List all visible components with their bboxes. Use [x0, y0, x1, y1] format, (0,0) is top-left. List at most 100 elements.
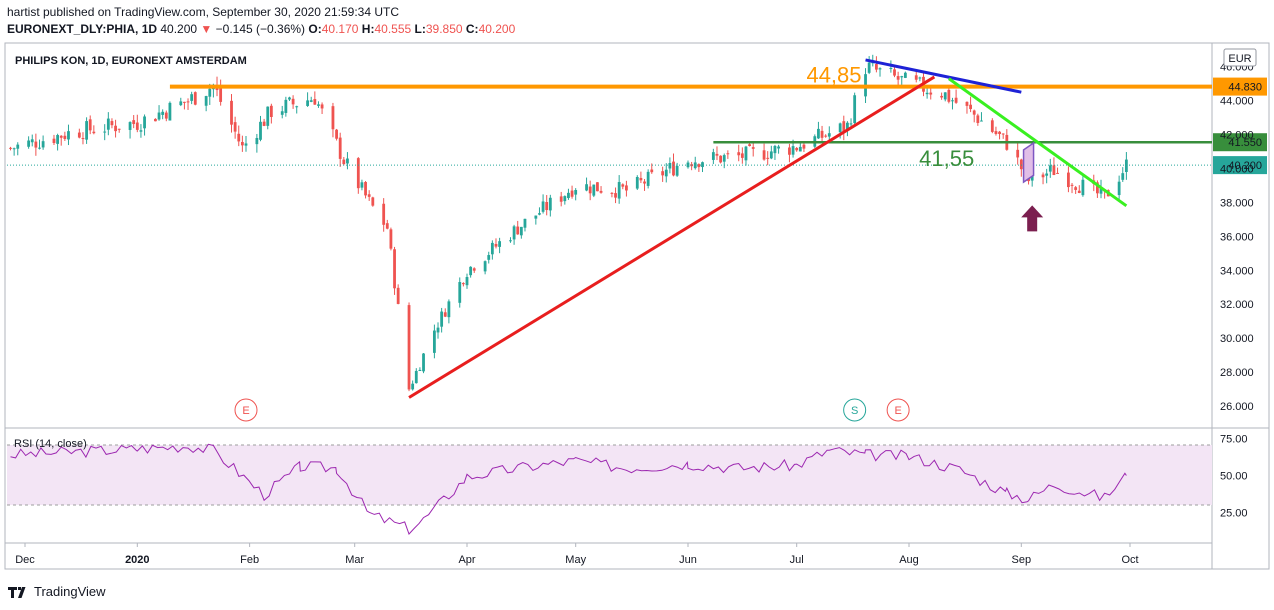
candle-body: [519, 226, 523, 236]
candle-body: [335, 129, 338, 139]
candle-body: [255, 137, 259, 145]
symbol-label: EURONEXT_DLY:PHIA, 1D: [7, 22, 158, 36]
candle-body: [903, 72, 907, 78]
candle-body: [132, 120, 136, 125]
candle-body: [331, 106, 335, 130]
candle-body: [773, 145, 777, 154]
candle-body: [614, 193, 617, 198]
candle-body: [309, 100, 313, 102]
candle-body: [1124, 159, 1128, 172]
candle-body: [585, 184, 588, 191]
time-tick-label: Apr: [458, 554, 475, 566]
candle-body: [432, 330, 436, 353]
candle-body: [1117, 181, 1121, 196]
candle-body: [1095, 182, 1099, 194]
price-tick-label: 36.000: [1220, 231, 1254, 243]
candle-body: [356, 158, 360, 189]
brand-label: TradingView: [34, 584, 106, 599]
candle-body: [791, 146, 795, 155]
price-tick-label: 28.000: [1220, 367, 1254, 379]
candle-body: [190, 94, 194, 101]
candle-body: [1099, 187, 1103, 194]
rsi-tick-label: 50.00: [1220, 471, 1248, 483]
candle-body: [143, 116, 146, 129]
candle-body: [106, 118, 110, 130]
rsi-title: RSI (14, close): [14, 438, 87, 450]
candle-body: [16, 144, 20, 149]
candle-body: [371, 197, 375, 206]
candle-body: [599, 190, 603, 193]
candle-body: [168, 102, 172, 121]
candle-body: [740, 153, 744, 158]
currency-label: EUR: [1228, 53, 1251, 65]
price-tick-label: 32.000: [1220, 299, 1254, 311]
candle-body: [103, 131, 107, 133]
candle-body: [230, 100, 233, 125]
candles: [9, 54, 1128, 392]
candle-body: [38, 147, 41, 149]
candle-body: [385, 223, 389, 229]
candle-body: [469, 266, 473, 276]
candle-body: [980, 120, 983, 122]
low-value: 39.850: [425, 22, 463, 36]
candle-body: [951, 100, 954, 102]
candle-body: [92, 131, 96, 134]
candle-body: [1045, 173, 1049, 176]
time-tick-label: May: [565, 554, 586, 566]
time-tick-label: Jun: [679, 554, 697, 566]
candle-body: [824, 135, 828, 137]
chart-frame: [4, 42, 1270, 570]
candle-body: [643, 181, 646, 184]
rsi-pane: [10, 443, 1127, 535]
candle-body: [559, 196, 563, 202]
uptrend-line: [408, 75, 936, 399]
candle-body: [81, 138, 85, 140]
candle-body: [769, 151, 773, 159]
candle-body: [874, 64, 878, 70]
candle-body: [853, 95, 857, 124]
candle-body: [154, 118, 157, 122]
candle-body: [1052, 165, 1056, 176]
candle-body: [748, 144, 751, 147]
candle-body: [534, 215, 538, 219]
downtrend-line-blue: [865, 58, 1022, 94]
last-price-tag-box: [1213, 156, 1267, 175]
candle-body: [472, 268, 476, 271]
candle-body: [262, 121, 266, 126]
level-annotation-41-55: 41,55: [919, 146, 974, 171]
symbol-ohlc-line: EURONEXT_DLY:PHIA, 1D 40.200 ▼ −0.145 (−…: [7, 22, 515, 36]
candle-body: [711, 152, 715, 160]
candle-body: [186, 101, 190, 103]
candle-body: [233, 122, 237, 132]
candle-body: [693, 162, 697, 169]
candle-body: [802, 144, 806, 149]
candle-body: [722, 155, 726, 162]
candle-body: [27, 140, 31, 147]
price-tick-label: 42.000: [1220, 130, 1254, 142]
candle-body: [965, 101, 969, 106]
footer-brand: TradingView: [8, 584, 106, 599]
candle-body: [490, 242, 494, 255]
last-price-tag: 40.200: [1228, 160, 1262, 172]
rsi-tick-label: 25.00: [1220, 508, 1248, 520]
candle-body: [164, 112, 168, 119]
candle-body: [461, 283, 465, 285]
candle-body: [342, 159, 346, 165]
candle-body: [766, 157, 770, 159]
candle-body: [512, 226, 516, 240]
candle-body: [269, 105, 273, 117]
candle-body: [570, 190, 574, 197]
candle-body: [407, 305, 411, 390]
candle-body: [422, 353, 425, 372]
candle-body: [1016, 149, 1020, 158]
candle-body: [41, 141, 45, 148]
candle-body: [842, 121, 846, 132]
candle-body: [798, 146, 802, 152]
candle-body: [447, 301, 451, 318]
candle-body: [204, 96, 208, 106]
candle-body: [893, 69, 896, 76]
candle-body: [994, 131, 998, 134]
candle-body: [77, 132, 81, 138]
open-label: O:: [308, 22, 322, 36]
